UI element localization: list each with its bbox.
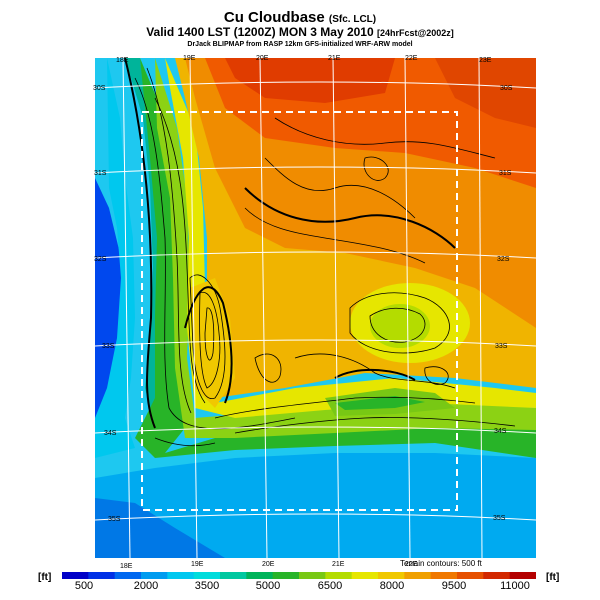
valid-time-line: Valid 1400 LST (1200Z) MON 3 May 2010 [2… bbox=[0, 25, 600, 39]
colorbar-tick: 11000 bbox=[500, 580, 530, 592]
colorbar bbox=[62, 572, 536, 579]
colorbar-tick: 8000 bbox=[379, 580, 405, 592]
lon-label-top: 22E bbox=[405, 55, 418, 62]
colorbar-unit-left: [ft] bbox=[38, 572, 52, 583]
colorbar-tick: 6500 bbox=[317, 580, 343, 592]
lon-label-bottom: 22E bbox=[405, 561, 418, 568]
colorbar-tick: 500 bbox=[74, 580, 94, 592]
lat-label-right: 30S bbox=[500, 85, 513, 92]
colorbar-segment bbox=[141, 572, 168, 579]
colorbar-segment bbox=[114, 572, 142, 579]
lat-label-left: 33S bbox=[102, 343, 115, 350]
lon-label-bottom: 18E bbox=[120, 563, 133, 570]
lat-label-right: 34S bbox=[494, 428, 507, 435]
colorbar-segment bbox=[62, 572, 89, 579]
colorbar-segment bbox=[193, 572, 221, 579]
lat-label-right: 32S bbox=[497, 256, 510, 263]
forecast-tag: [24hrFcst@2002z] bbox=[376, 28, 454, 38]
colorbar-tick: 9500 bbox=[441, 580, 467, 592]
lon-label-top: 19E bbox=[183, 55, 196, 62]
field-land-green bbox=[135, 58, 536, 458]
model-credit: DrJack BLIPMAP from RASP 12km GFS-initia… bbox=[187, 41, 413, 48]
colorbar-segment bbox=[457, 572, 484, 579]
lon-label-bottom: 19E bbox=[191, 561, 204, 568]
lon-label-top: 20E bbox=[256, 55, 269, 62]
field-west-ocean-2 bbox=[95, 178, 123, 428]
lat-label-right: 35S bbox=[493, 515, 506, 522]
colorbar-segment bbox=[220, 572, 247, 579]
field-southwest-ocean bbox=[95, 498, 225, 558]
colorbar-tick: 2000 bbox=[133, 580, 159, 592]
colorbar-segment bbox=[272, 572, 300, 579]
terrain-contour-note: Terrain contours: 500 ft bbox=[400, 559, 482, 568]
lat-label-left: 31S bbox=[94, 170, 107, 177]
colorbar-segment bbox=[351, 572, 379, 579]
terrain-contours-bold bbox=[124, 58, 456, 429]
field-northeast-deep bbox=[435, 58, 536, 128]
colorbar-segment bbox=[404, 572, 432, 579]
title-suffix: (Sfc. LCL) bbox=[328, 14, 377, 25]
field-coast-cyan bbox=[95, 58, 135, 458]
field-ridge-east-core bbox=[370, 304, 430, 348]
latlon-grid bbox=[95, 58, 536, 558]
cloudbase-map bbox=[95, 58, 536, 558]
lat-label-left: 30S bbox=[93, 85, 106, 92]
colorbar-unit-right: [ft] bbox=[546, 572, 560, 583]
field-south-range-core bbox=[335, 396, 425, 410]
colorbar-tick: 5000 bbox=[255, 580, 281, 592]
lon-label-bottom: 21E bbox=[332, 561, 345, 568]
colorbar-tick: 3500 bbox=[194, 580, 220, 592]
lat-label-left: 32S bbox=[94, 256, 107, 263]
field-north-deep bbox=[225, 58, 395, 103]
lon-label-top: 18E bbox=[116, 57, 129, 64]
colorbar-segment bbox=[509, 572, 536, 579]
field-south-ocean bbox=[95, 453, 536, 558]
colorbar-segment bbox=[325, 572, 353, 579]
lon-label-top: 23E bbox=[479, 57, 492, 64]
colorbar-segment bbox=[483, 572, 511, 579]
colorbar-segment bbox=[246, 572, 274, 579]
inner-domain-box bbox=[141, 111, 458, 511]
colorbar-segment bbox=[299, 572, 326, 579]
valid-time: Valid 1400 LST (1200Z) MON 3 May 2010 bbox=[146, 25, 374, 39]
lat-label-right: 33S bbox=[495, 343, 508, 350]
lat-label-left: 35S bbox=[108, 516, 121, 523]
colorbar-segment bbox=[88, 572, 116, 579]
colorbar-segment bbox=[430, 572, 458, 579]
lon-label-bottom: 20E bbox=[262, 561, 275, 568]
title-main: Cu Cloudbase bbox=[223, 9, 325, 26]
lon-label-top: 21E bbox=[328, 55, 341, 62]
lat-label-left: 34S bbox=[104, 430, 117, 437]
lat-label-right: 31S bbox=[499, 170, 512, 177]
map-title: Cu Cloudbase (Sfc. LCL) bbox=[0, 9, 600, 26]
colorbar-segment bbox=[378, 572, 405, 579]
colorbar-segment bbox=[167, 572, 195, 579]
